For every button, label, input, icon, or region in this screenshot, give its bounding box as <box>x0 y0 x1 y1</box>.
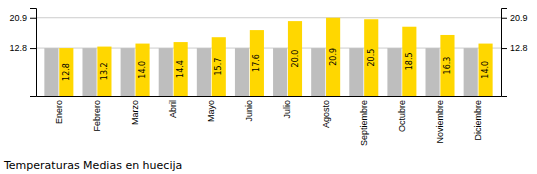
tick: Octubre <box>397 100 407 132</box>
bar <box>121 48 135 96</box>
tick-label: Mayo <box>206 100 216 122</box>
bar <box>250 30 264 96</box>
tick-label: Diciembre <box>473 100 483 141</box>
tick-label: Septiembre <box>359 100 369 146</box>
tick-label: Agosto <box>321 100 331 128</box>
bar <box>159 48 173 96</box>
data-label: 12.8 <box>62 63 71 81</box>
bar <box>364 19 378 96</box>
grid <box>36 18 501 48</box>
tick-mark <box>501 48 507 49</box>
data-labels: 12.8 13.2 14.0 14.4 15.7 17.6 20.0 20.9 20.5 18.5… <box>62 48 490 81</box>
tick-label: Noviembre <box>435 100 445 144</box>
bar <box>174 42 188 96</box>
bar <box>349 48 363 96</box>
bar <box>464 48 478 96</box>
bar <box>82 48 96 96</box>
bar <box>235 48 249 96</box>
tick-mark <box>501 18 507 19</box>
tick: 20.9 <box>501 13 528 23</box>
data-label: 20.9 <box>329 48 338 66</box>
y-axis: 12.8 20.9 <box>9 9 36 97</box>
data-label: 14.0 <box>481 61 490 79</box>
tick-mark <box>30 18 36 19</box>
tick: 20.9 <box>9 13 36 23</box>
data-label: 14.0 <box>138 61 147 79</box>
axis-line <box>30 9 37 97</box>
grid-line <box>36 17 501 18</box>
axis-line <box>502 9 508 97</box>
bar <box>97 47 111 96</box>
bar <box>311 48 325 96</box>
data-label: 18.5 <box>405 52 414 70</box>
tick: 12.8 <box>501 43 528 53</box>
tick-label: Octubre <box>397 100 407 132</box>
tick: Junio <box>244 100 254 122</box>
data-label: 16.3 <box>443 57 452 75</box>
bar <box>135 44 149 96</box>
tick-label: Marzo <box>130 100 140 125</box>
tick-label: Febrero <box>92 100 102 132</box>
y2-axis: 12.8 20.9 <box>501 9 528 97</box>
tick: Noviembre <box>435 100 445 144</box>
bar <box>479 44 493 96</box>
bar <box>426 48 440 96</box>
tick: Marzo <box>130 100 140 125</box>
tick: Diciembre <box>473 100 483 141</box>
tick: Abril <box>168 100 178 118</box>
bars <box>44 18 492 96</box>
data-label: 13.2 <box>100 62 109 80</box>
data-label: 20.5 <box>367 49 376 67</box>
tick: Mayo <box>206 100 216 122</box>
bar <box>288 21 302 96</box>
tick: Enero <box>54 100 64 124</box>
bar <box>440 35 454 96</box>
data-label: 17.6 <box>252 54 261 72</box>
data-label: 15.7 <box>214 58 223 76</box>
tick: Septiembre <box>359 100 369 146</box>
tick: 12.8 <box>9 43 36 53</box>
tick-mark <box>30 48 36 49</box>
data-label: 14.4 <box>176 60 185 78</box>
bar <box>44 48 58 96</box>
axis-line <box>37 96 502 97</box>
title: Temperaturas Medias en huecija <box>3 159 182 172</box>
x-axis: Enero Febrero Marzo Abril Mayo Junio Julio Agos… <box>37 97 502 147</box>
tick: Agosto <box>321 100 331 128</box>
data-label: 20.0 <box>291 50 300 68</box>
tick-label: 12.8 <box>510 43 528 53</box>
bar <box>59 48 73 96</box>
tick-label: 12.8 <box>9 43 27 53</box>
tick-label: Enero <box>54 100 64 124</box>
tick-label: Julio <box>282 100 292 119</box>
tick-label: 20.9 <box>9 13 27 23</box>
chart: Enero Febrero Marzo Abril Mayo Junio Julio Agos… <box>0 0 537 174</box>
bar <box>197 48 211 96</box>
bar <box>326 18 340 96</box>
bar <box>212 37 226 96</box>
tick: Julio <box>282 100 292 119</box>
tick: Febrero <box>92 100 102 132</box>
tick-label: 20.9 <box>510 13 528 23</box>
bar <box>402 27 416 96</box>
tick-label: Junio <box>244 100 254 122</box>
bar <box>387 48 401 96</box>
bar <box>273 48 287 96</box>
tick-label: Abril <box>168 100 178 118</box>
